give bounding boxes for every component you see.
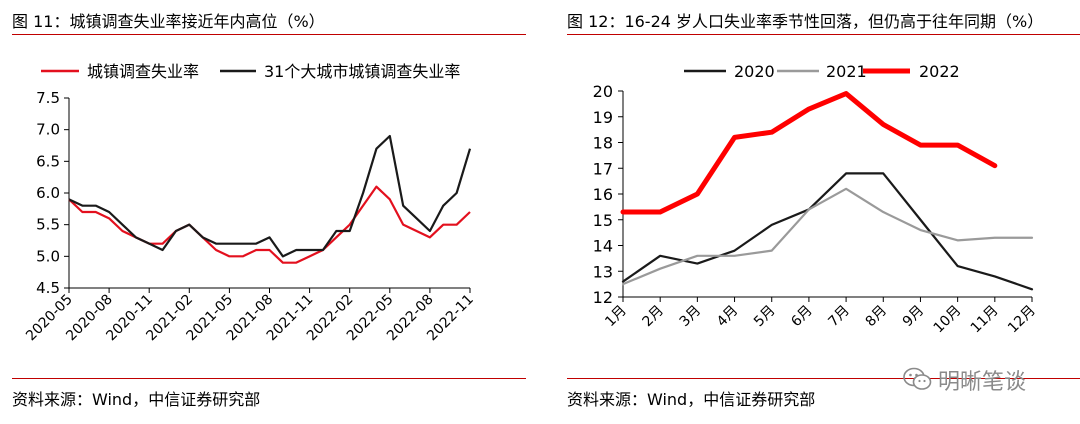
chart-panel-unemployment: 图 11：城镇调查失业率接近年内高位（%） 4.5 5.0 5.5 6.0 6.5 7.0… [12,12,526,409]
legend-label: 2021 [826,62,867,81]
x-tick-label: 7月 [825,303,853,331]
chart-panel-youth-unemployment: 图 12：16-24 岁人口失业率季节性回落，但仍高于往年同期（%） 12 13 1… [555,0,1080,424]
y-tick-label: 20 [593,82,613,101]
watermark-text: 明晰笔谈 [938,370,1027,395]
series-line-2 [68,134,472,258]
x-tick-label: 3月 [677,303,705,331]
wechat-icon [903,367,932,390]
series-line-2020 [621,172,1034,291]
y-tick-label: 5.5 [36,216,60,234]
line-chart-unemployment: 4.55.05.56.06.57.07.52020-052020-082020-… [23,62,477,344]
y-tick-label: 7.0 [36,121,60,139]
y-tick-label: 15 [593,211,613,230]
legend-label: 2022 [919,62,960,81]
x-tick-label: 10月 [931,303,965,337]
x-tick-label: 12月 [1005,303,1039,337]
title-rule [12,34,526,35]
x-tick-label: 9月 [900,303,928,331]
y-tick-label: 17 [593,159,613,178]
y-tick-label: 16 [593,185,613,204]
source-rule [567,378,1080,379]
x-tick-label: 8月 [863,303,891,331]
x-tick-label: 2月 [639,303,667,331]
legend-label: 31个大城市城镇调查失业率 [264,62,460,81]
y-tick-label: 4.5 [36,279,60,297]
series-line-1 [68,185,471,264]
legend-label: 2020 [734,62,775,81]
y-tick-label: 7.5 [36,89,60,107]
title-rule [567,34,1080,35]
chart-title: 图 12：16-24 岁人口失业率季节性回落，但仍高于往年同期（%） [567,12,1044,31]
y-tick-label: 12 [593,288,613,307]
x-tick-label: 11月 [968,303,1002,337]
y-tick-label: 14 [593,237,613,256]
x-tick-label: 5月 [751,303,779,331]
series-line-2022 [620,91,998,215]
y-tick-label: 13 [593,262,613,281]
y-tick-label: 6.5 [36,152,60,170]
legend-label: 城镇调查失业率 [87,62,199,81]
y-tick-label: 5.0 [36,247,60,265]
chart-title: 图 11：城镇调查失业率接近年内高位（%） [12,12,325,31]
series-line-2021 [621,187,1034,286]
source-note: 资料来源：Wind，中信证券研究部 [567,390,816,409]
source-note: 资料来源：Wind，中信证券研究部 [12,390,261,409]
x-tick-label: 6月 [788,303,816,331]
watermark: 明晰笔谈 [902,364,1072,395]
source-rule [12,378,526,379]
y-tick-label: 18 [593,134,613,153]
y-tick-label: 19 [593,108,613,127]
x-tick-label: 4月 [714,303,742,331]
y-tick-label: 6.0 [36,184,60,202]
